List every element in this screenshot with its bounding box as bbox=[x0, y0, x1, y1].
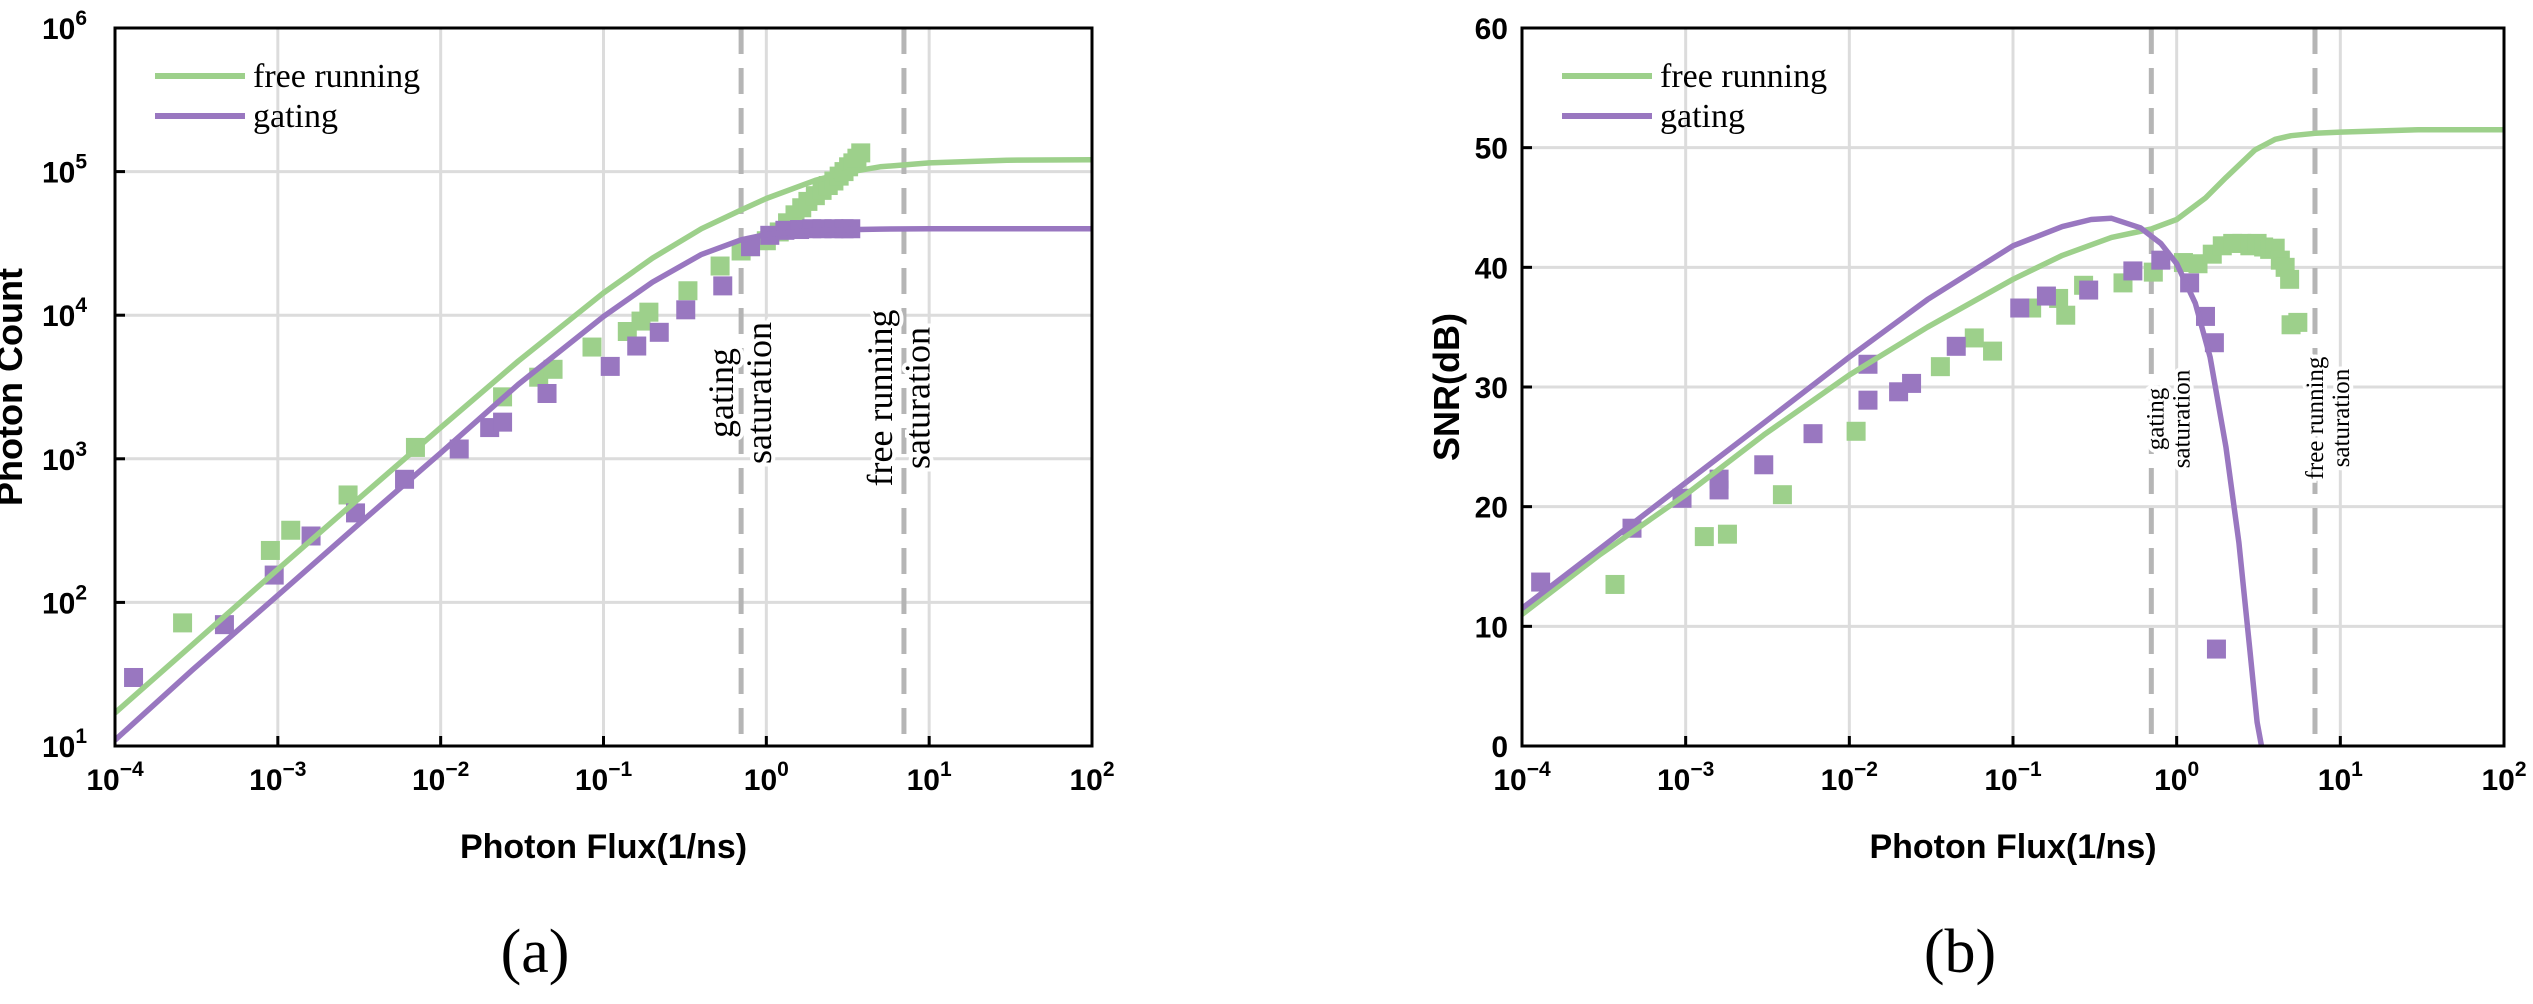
panel-a-y-tick-label: 106 bbox=[42, 7, 87, 46]
panel-b-legend-label: free running bbox=[1660, 58, 1827, 95]
panel-a-saturation-label: free running bbox=[860, 310, 900, 487]
panel-b-data-point bbox=[2206, 639, 2226, 659]
panel-b-series-line bbox=[1522, 126, 2504, 617]
panel-a-data-point bbox=[173, 613, 193, 633]
panel-a-data-point bbox=[543, 359, 563, 379]
panel-b-data-point bbox=[1858, 390, 1878, 410]
panel-a-y-tick-label: 103 bbox=[42, 438, 87, 477]
panel-b-data-point bbox=[1846, 421, 1866, 441]
panel-b-y-axis-title: SNR(dB) bbox=[1426, 313, 1467, 461]
panel-a-data-point bbox=[713, 276, 733, 296]
panel-a-data-point bbox=[600, 356, 620, 376]
panel-a-data-point bbox=[741, 237, 761, 257]
panel-b-saturation-label: saturation bbox=[2169, 369, 2196, 468]
panel-b-data-point bbox=[1717, 524, 1737, 544]
panel-b-saturation-label: saturation bbox=[2328, 368, 2355, 467]
panel-b-y-tick-label: 10 bbox=[1475, 611, 1508, 644]
panel-a-data-point bbox=[649, 322, 669, 342]
panel-a-data-point bbox=[582, 337, 602, 357]
panel-b-data-point bbox=[1930, 357, 1950, 377]
panel-a-legend-label: free running bbox=[253, 58, 420, 95]
panel-a-data-point bbox=[537, 383, 557, 403]
panel-a-x-tick-label: 102 bbox=[1069, 758, 1114, 797]
panel-b-x-tick-label: 101 bbox=[2318, 758, 2363, 797]
panel-b-data-point bbox=[2151, 250, 2171, 270]
panel-b-data-point bbox=[1902, 373, 1922, 393]
panel-b-data-point bbox=[1605, 574, 1625, 594]
panel-a-x-tick-label: 10−3 bbox=[249, 758, 306, 797]
panel-b-chart: 10−4 10−3 10−2 10−1 100 101 1020102030405060Ph… bbox=[1426, 13, 2527, 866]
panel-b-data-point bbox=[1694, 527, 1714, 547]
panel-b-data-point bbox=[2288, 312, 2308, 332]
panel-b-data-point bbox=[1754, 455, 1774, 475]
panel-a-legend-label: gating bbox=[253, 98, 338, 135]
panel-b-data-point bbox=[1983, 341, 2003, 361]
panel-a-data-point bbox=[678, 281, 698, 301]
panel-a-saturation-label: gating bbox=[701, 348, 741, 438]
panel-b-y-tick-label: 0 bbox=[1491, 731, 1508, 764]
panel-b-y-tick-label: 60 bbox=[1475, 13, 1508, 46]
panel-b-data-point bbox=[2280, 269, 2300, 289]
panel-b-legend-label: gating bbox=[1660, 98, 1745, 135]
panel-b-y-tick-label: 20 bbox=[1475, 492, 1508, 525]
panel-a-data-point bbox=[260, 540, 280, 560]
panel-b-saturation-label: gating bbox=[2142, 387, 2169, 450]
panel-b-data-point bbox=[2010, 298, 2030, 318]
panel-a-y-tick-label: 102 bbox=[42, 581, 87, 620]
panel-a-data-point bbox=[851, 143, 871, 163]
panel-a-x-tick-label: 100 bbox=[744, 758, 789, 797]
panel-b-x-tick-label: 10−4 bbox=[1493, 758, 1551, 797]
panel-a-y-tick-label: 105 bbox=[42, 151, 87, 190]
panel-b-y-tick-label: 40 bbox=[1475, 252, 1508, 285]
panel-a-series-line bbox=[115, 156, 1092, 715]
panel-a-x-axis-title: Photon Flux(1/ns) bbox=[460, 828, 747, 866]
panel-b-data-point bbox=[1946, 336, 1966, 356]
panel-b-data-point bbox=[2123, 261, 2143, 281]
panel-b-data-point bbox=[1531, 572, 1551, 592]
panel-b-plot-area bbox=[1522, 126, 2504, 746]
panel-b-x-axis-title: Photon Flux(1/ns) bbox=[1869, 828, 2156, 866]
panel-a-data-point bbox=[627, 336, 647, 356]
panel-b-data-point bbox=[2036, 286, 2056, 306]
panel-a-x-tick-label: 101 bbox=[907, 758, 952, 797]
panel-a-label: (a) bbox=[501, 918, 570, 986]
panel-a-plot-area bbox=[115, 143, 1092, 743]
panel-b-x-tick-label: 10−3 bbox=[1657, 758, 1714, 797]
panel-b-x-tick-label: 100 bbox=[2154, 758, 2199, 797]
panel-b-data-point bbox=[1772, 485, 1792, 505]
panel-a-data-point bbox=[124, 667, 144, 687]
panel-a-saturation-label: saturation bbox=[739, 322, 779, 464]
panel-b-x-tick-label: 10−2 bbox=[1821, 758, 1878, 797]
panel-b-data-point bbox=[2188, 254, 2208, 274]
panel-b-x-tick-label: 102 bbox=[2481, 758, 2526, 797]
panel-a-data-point bbox=[338, 485, 358, 505]
panel-b-series-line bbox=[1522, 215, 2265, 746]
panel-a-data-point bbox=[676, 300, 696, 320]
panel-a-data-point bbox=[493, 412, 513, 432]
panel-b-saturation-label: free running bbox=[2302, 356, 2329, 479]
panel-a-chart: 10−4 10−3 10−2 10−1 100 101 102 101 102 103 104 105… bbox=[0, 7, 1115, 866]
panel-a-y-tick-label: 101 bbox=[42, 725, 87, 764]
panel-a-y-tick-label: 104 bbox=[42, 294, 87, 333]
panel-a-x-tick-label: 10−2 bbox=[412, 758, 469, 797]
panel-b-y-tick-label: 30 bbox=[1475, 372, 1508, 405]
panel-a-x-tick-label: 10−1 bbox=[575, 758, 633, 797]
panel-a-saturation-label: saturation bbox=[898, 327, 938, 469]
panel-b-data-point bbox=[2079, 280, 2099, 300]
panel-b-data-point bbox=[1803, 424, 1823, 444]
panel-a-data-point bbox=[281, 520, 301, 540]
panel-b-x-tick-label: 10−1 bbox=[1984, 758, 2042, 797]
panel-b-data-point bbox=[1964, 328, 1984, 348]
panel-a-data-point bbox=[639, 302, 659, 322]
panel-a-data-point bbox=[395, 469, 415, 489]
panel-b-label: (b) bbox=[1924, 918, 1996, 986]
panel-a-data-point bbox=[710, 256, 730, 276]
panel-a-series-line bbox=[115, 225, 1092, 743]
panel-a-x-tick-label: 10−4 bbox=[86, 758, 144, 797]
panel-a-y-axis-title: Photon Count bbox=[0, 268, 30, 506]
panel-b-y-tick-label: 50 bbox=[1475, 133, 1508, 166]
panel-b-data-point bbox=[2056, 305, 2076, 325]
